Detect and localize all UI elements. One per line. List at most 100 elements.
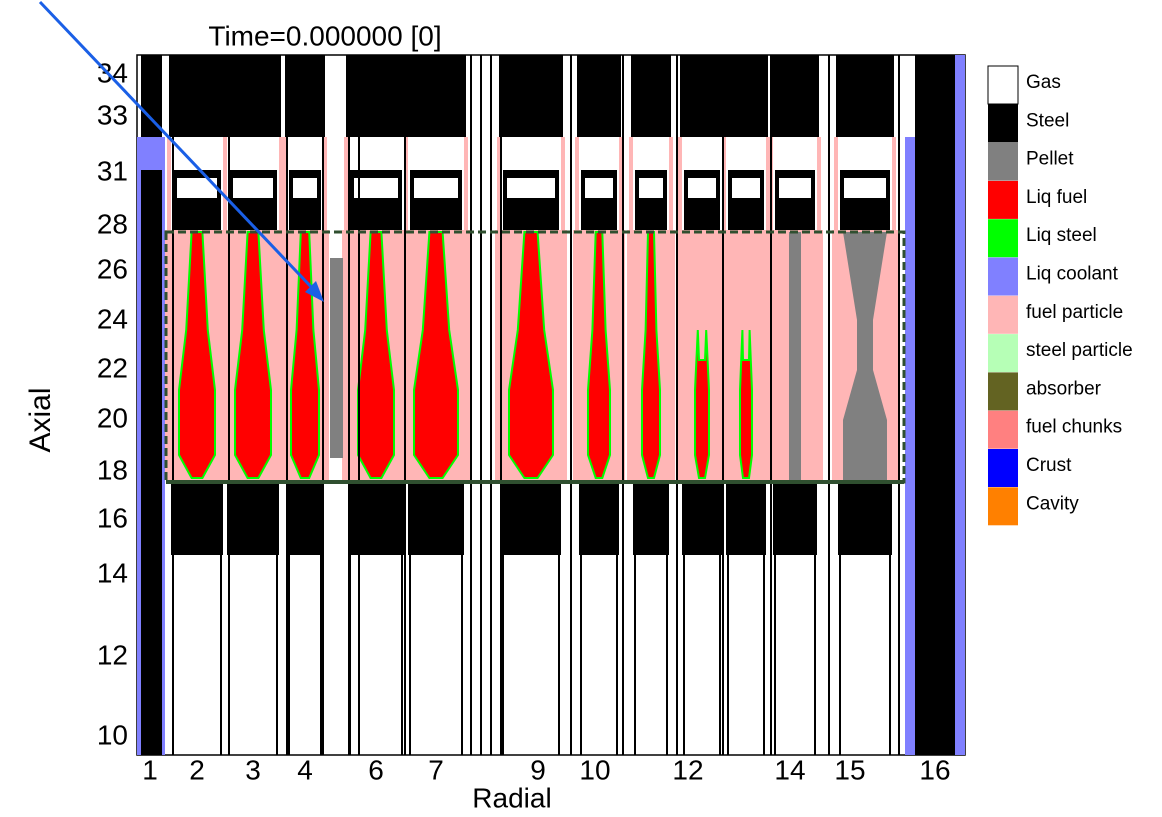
y-tick-label: 28 xyxy=(97,208,128,239)
steel-line xyxy=(286,55,288,755)
liq-fuel xyxy=(694,329,710,479)
steel xyxy=(287,482,323,555)
fuel-particle xyxy=(817,137,821,230)
steel-line xyxy=(634,555,636,755)
fuel-particle xyxy=(678,137,682,230)
x-tick-label: 14 xyxy=(774,754,805,785)
steel xyxy=(631,55,671,137)
steel-line xyxy=(774,555,776,755)
x-tick-label: 6 xyxy=(368,754,384,785)
liq-fuel xyxy=(234,231,272,479)
steel-line xyxy=(348,55,350,755)
legend-swatch xyxy=(988,487,1018,526)
fuel-particle xyxy=(223,137,227,230)
pellet xyxy=(843,232,887,480)
steel-line xyxy=(898,55,900,755)
steel-line xyxy=(401,555,403,755)
x-tick-label: 1 xyxy=(142,754,158,785)
fuel-particle xyxy=(834,137,838,230)
gas xyxy=(414,178,458,198)
steel xyxy=(499,55,563,137)
steel-line xyxy=(172,55,174,755)
gas xyxy=(507,178,555,198)
legend-label: Liq coolant xyxy=(1026,264,1119,285)
legend-swatch xyxy=(988,295,1018,334)
steel-line xyxy=(722,55,724,755)
steel-line xyxy=(470,55,472,755)
steel xyxy=(225,55,281,137)
x-tick-label: 4 xyxy=(297,754,313,785)
legend-label: steel particle xyxy=(1026,340,1133,361)
legend-label: absorber xyxy=(1026,378,1102,399)
pellet xyxy=(330,258,343,458)
gas xyxy=(233,178,273,198)
gas xyxy=(639,178,663,198)
steel-line xyxy=(558,555,560,755)
steel xyxy=(348,482,404,555)
steel xyxy=(836,55,894,137)
y-label: Axial xyxy=(24,387,57,452)
steel-line xyxy=(404,55,406,755)
steel-line xyxy=(616,555,618,755)
x-tick-label: 15 xyxy=(834,754,865,785)
coolant xyxy=(137,137,165,170)
legend-swatch xyxy=(988,372,1018,411)
fuel-particle xyxy=(323,137,327,230)
legend-swatch xyxy=(988,142,1018,181)
legend-swatch xyxy=(988,257,1018,296)
steel xyxy=(227,482,279,555)
fuel-particle xyxy=(619,137,623,230)
steel-line xyxy=(320,555,322,755)
legend-label: Steel xyxy=(1026,110,1069,131)
steel xyxy=(724,55,768,137)
legend-label: Liq steel xyxy=(1026,225,1097,246)
y-tick-label: 20 xyxy=(97,402,128,433)
steel-line xyxy=(622,55,624,755)
legend-swatch xyxy=(988,180,1018,219)
liq-fuel xyxy=(178,231,216,479)
steel-line xyxy=(461,555,463,755)
steel-line xyxy=(322,55,324,755)
x-tick-label: 9 xyxy=(530,754,546,785)
y-tick-label: 10 xyxy=(97,719,128,750)
steel-line xyxy=(220,555,222,755)
liq-fuel xyxy=(641,231,661,479)
coolant xyxy=(905,170,915,755)
gas xyxy=(688,178,716,198)
steel xyxy=(726,482,766,555)
steel-line xyxy=(288,555,290,755)
steel-line xyxy=(839,555,841,755)
legend-label: Gas xyxy=(1026,72,1061,93)
steel xyxy=(771,55,819,137)
coolant xyxy=(955,55,965,755)
legend: Gas Steel Pellet Liq fuel Liq steel Liq coola… xyxy=(987,65,1133,526)
steel-line xyxy=(570,55,572,755)
x-tick-label: 12 xyxy=(672,754,703,785)
steel-line xyxy=(500,55,502,755)
steel-line xyxy=(727,555,729,755)
fuel-particle xyxy=(167,137,171,230)
gas xyxy=(844,178,886,198)
fuel-particle xyxy=(283,137,287,230)
legend-swatch xyxy=(987,65,1019,105)
y-tick-label: 31 xyxy=(97,155,128,186)
arrow xyxy=(38,0,318,294)
ticks: 1 2 3 4 6 7 9 10 12 14 15 1634333128262422201816141… xyxy=(97,57,951,785)
pellet xyxy=(789,232,801,482)
fuel-particle xyxy=(766,137,770,230)
steel-line xyxy=(770,55,772,755)
fuel-particle xyxy=(575,137,579,230)
legend-swatch xyxy=(988,219,1018,258)
y-tick-label: 33 xyxy=(97,99,128,130)
y-tick-label: 22 xyxy=(97,352,128,383)
steel xyxy=(838,482,892,555)
y-tick-label: 34 xyxy=(97,57,128,88)
x-label: Radial xyxy=(472,782,551,812)
steel-line xyxy=(666,555,668,755)
fuel-particle xyxy=(629,137,633,230)
steel xyxy=(773,482,817,555)
x-tick-label: 7 xyxy=(428,754,444,785)
gas xyxy=(354,178,398,198)
legend-swatch xyxy=(988,334,1018,373)
steel xyxy=(285,55,325,137)
